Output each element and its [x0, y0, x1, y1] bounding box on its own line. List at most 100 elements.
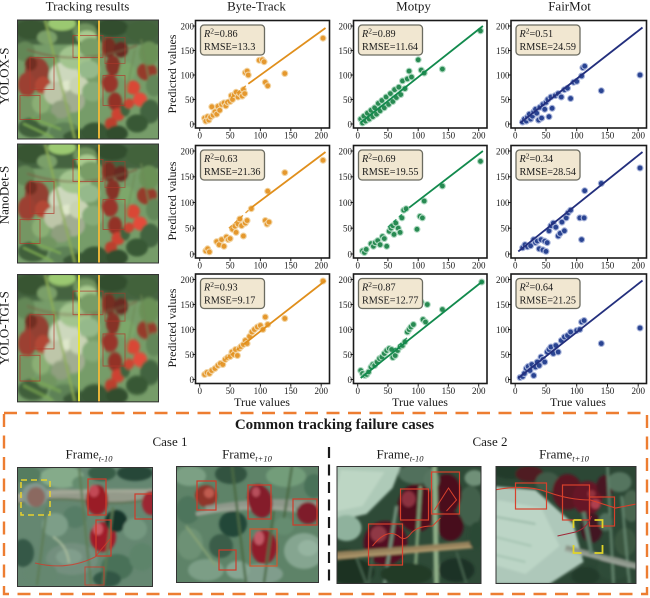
svg-text:50: 50	[383, 386, 393, 396]
svg-text:50: 50	[542, 260, 552, 270]
svg-text:0: 0	[190, 119, 195, 129]
svg-text:0: 0	[505, 119, 510, 129]
svg-text:100: 100	[254, 386, 268, 396]
svg-text:200: 200	[314, 130, 328, 140]
svg-text:R2=​0.64: R2=​0.64	[519, 280, 554, 293]
svg-text:100: 100	[339, 198, 353, 208]
svg-text:50: 50	[185, 350, 195, 360]
svg-text:200: 200	[631, 130, 645, 140]
svg-text:150: 150	[339, 46, 353, 56]
svg-text:100: 100	[496, 70, 510, 80]
svg-text:200: 200	[339, 21, 353, 31]
svg-text:YOLO-TGI-S: YOLO-TGI-S	[0, 291, 12, 365]
svg-text:150: 150	[181, 300, 195, 310]
svg-text:200: 200	[314, 260, 328, 270]
svg-text:Motpy: Motpy	[396, 0, 431, 14]
svg-text:0: 0	[513, 130, 518, 140]
svg-text:50: 50	[501, 224, 511, 234]
svg-text:50: 50	[343, 350, 353, 360]
svg-text:200: 200	[472, 386, 486, 396]
svg-text:100: 100	[570, 260, 584, 270]
svg-text:50: 50	[226, 386, 236, 396]
svg-text:0: 0	[348, 119, 353, 129]
svg-text:0: 0	[505, 375, 510, 385]
svg-text:150: 150	[442, 130, 456, 140]
svg-text:200: 200	[631, 260, 645, 270]
svg-text:0: 0	[355, 386, 360, 396]
svg-text:50: 50	[542, 386, 552, 396]
svg-text:R2=​0.63: R2=​0.63	[203, 152, 238, 165]
svg-text:200: 200	[181, 21, 195, 31]
svg-text:200: 200	[181, 275, 195, 285]
svg-text:YOLOX-S: YOLOX-S	[0, 47, 12, 104]
svg-text:0: 0	[348, 249, 353, 259]
svg-text:FairMot: FairMot	[548, 0, 591, 14]
svg-text:R2=​0.51: R2=​0.51	[519, 27, 554, 40]
svg-text:0: 0	[190, 375, 195, 385]
svg-text:50: 50	[185, 224, 195, 234]
svg-text:50: 50	[383, 130, 393, 140]
svg-text:150: 150	[181, 46, 195, 56]
svg-text:200: 200	[472, 130, 486, 140]
svg-text:100: 100	[181, 325, 195, 335]
svg-text:Predicted values: Predicted values	[165, 34, 179, 113]
svg-text:R2=​0.87: R2=​0.87	[361, 280, 396, 293]
svg-text:50: 50	[185, 95, 195, 105]
svg-text:RMSE=19.55: RMSE=19.55	[362, 167, 418, 178]
svg-text:200: 200	[631, 386, 645, 396]
svg-text:50: 50	[343, 224, 353, 234]
svg-text:0: 0	[190, 249, 195, 259]
svg-text:150: 150	[284, 260, 298, 270]
svg-text:200: 200	[314, 386, 328, 396]
svg-text:0: 0	[197, 130, 202, 140]
svg-text:100: 100	[496, 198, 510, 208]
svg-text:RMSE=9.17: RMSE=9.17	[204, 295, 255, 306]
svg-text:RMSE=21.25: RMSE=21.25	[520, 295, 576, 306]
svg-text:200: 200	[472, 260, 486, 270]
svg-text:Predicted values: Predicted values	[165, 161, 179, 240]
svg-text:True values: True values	[234, 395, 290, 409]
svg-text:100: 100	[411, 130, 425, 140]
svg-text:Case 1: Case 1	[152, 434, 187, 449]
svg-text:150: 150	[339, 300, 353, 310]
svg-text:200: 200	[339, 275, 353, 285]
svg-text:200: 200	[496, 21, 510, 31]
svg-text:150: 150	[284, 386, 298, 396]
svg-text:Case 2: Case 2	[472, 434, 507, 449]
svg-text:NanoDet-S: NanoDet-S	[0, 166, 12, 225]
svg-text:50: 50	[343, 95, 353, 105]
svg-text:150: 150	[601, 130, 615, 140]
svg-text:200: 200	[496, 275, 510, 285]
svg-text:150: 150	[496, 46, 510, 56]
svg-text:100: 100	[570, 130, 584, 140]
svg-text:150: 150	[496, 300, 510, 310]
svg-text:150: 150	[496, 172, 510, 182]
svg-text:100: 100	[570, 386, 584, 396]
svg-text:50: 50	[501, 95, 511, 105]
svg-text:100: 100	[339, 70, 353, 80]
svg-text:150: 150	[601, 386, 615, 396]
svg-text:True values: True values	[550, 395, 606, 409]
svg-text:RMSE=13.3: RMSE=13.3	[204, 42, 255, 53]
svg-text:0: 0	[197, 260, 202, 270]
svg-text:R2=​0.93: R2=​0.93	[203, 280, 238, 293]
svg-text:True values: True values	[392, 395, 448, 409]
svg-text:150: 150	[339, 172, 353, 182]
svg-text:200: 200	[181, 146, 195, 156]
svg-text:100: 100	[254, 130, 268, 140]
svg-text:100: 100	[181, 70, 195, 80]
svg-text:RMSE=21.36: RMSE=21.36	[204, 167, 260, 178]
svg-text:R2=​0.86: R2=​0.86	[203, 27, 238, 40]
svg-text:RMSE=28.54: RMSE=28.54	[520, 167, 576, 178]
svg-text:0: 0	[513, 386, 518, 396]
svg-text:R2=​0.89: R2=​0.89	[361, 27, 396, 40]
svg-text:100: 100	[411, 260, 425, 270]
svg-text:100: 100	[411, 386, 425, 396]
svg-text:150: 150	[284, 130, 298, 140]
svg-text:200: 200	[339, 146, 353, 156]
svg-text:R2=​0.69: R2=​0.69	[361, 152, 396, 165]
svg-text:0: 0	[505, 249, 510, 259]
svg-text:100: 100	[496, 325, 510, 335]
svg-text:150: 150	[601, 260, 615, 270]
svg-text:0: 0	[355, 130, 360, 140]
